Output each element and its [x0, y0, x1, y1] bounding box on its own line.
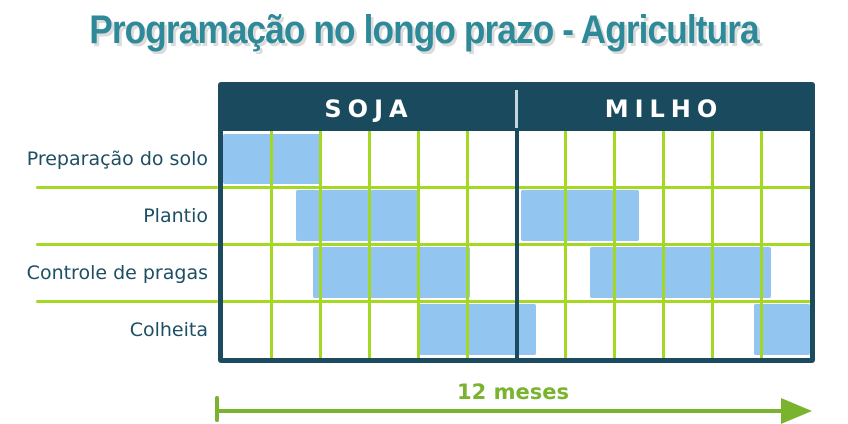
row-label: Controle de pragas [26, 261, 208, 284]
row-label: Colheita [129, 318, 208, 341]
gantt-header: SOJA MILHO [223, 87, 810, 131]
row-separator-line [36, 243, 218, 246]
gantt-body [223, 131, 810, 358]
gantt-bar [296, 190, 419, 241]
column-group-milho: MILHO [604, 95, 724, 123]
gantt-bar [313, 247, 471, 298]
row-separator-line [36, 299, 218, 303]
header-divider [515, 90, 518, 128]
gantt-table: SOJA MILHO [218, 82, 815, 363]
gantt-bar [753, 303, 810, 355]
gantt-bar [521, 190, 639, 241]
axis-arrowhead-icon [781, 398, 812, 424]
page-title: Programação no longo prazo - Agricultura [89, 8, 759, 52]
row-label: Plantio [143, 205, 208, 228]
axis-label: 12 meses [457, 380, 569, 404]
gantt-bar [589, 247, 771, 298]
row-label: Preparação do solo [26, 148, 208, 171]
row-separator-line [36, 186, 218, 190]
group-divider-line [514, 131, 519, 358]
axis-line [217, 409, 784, 413]
column-group-soja: SOJA [324, 95, 414, 123]
